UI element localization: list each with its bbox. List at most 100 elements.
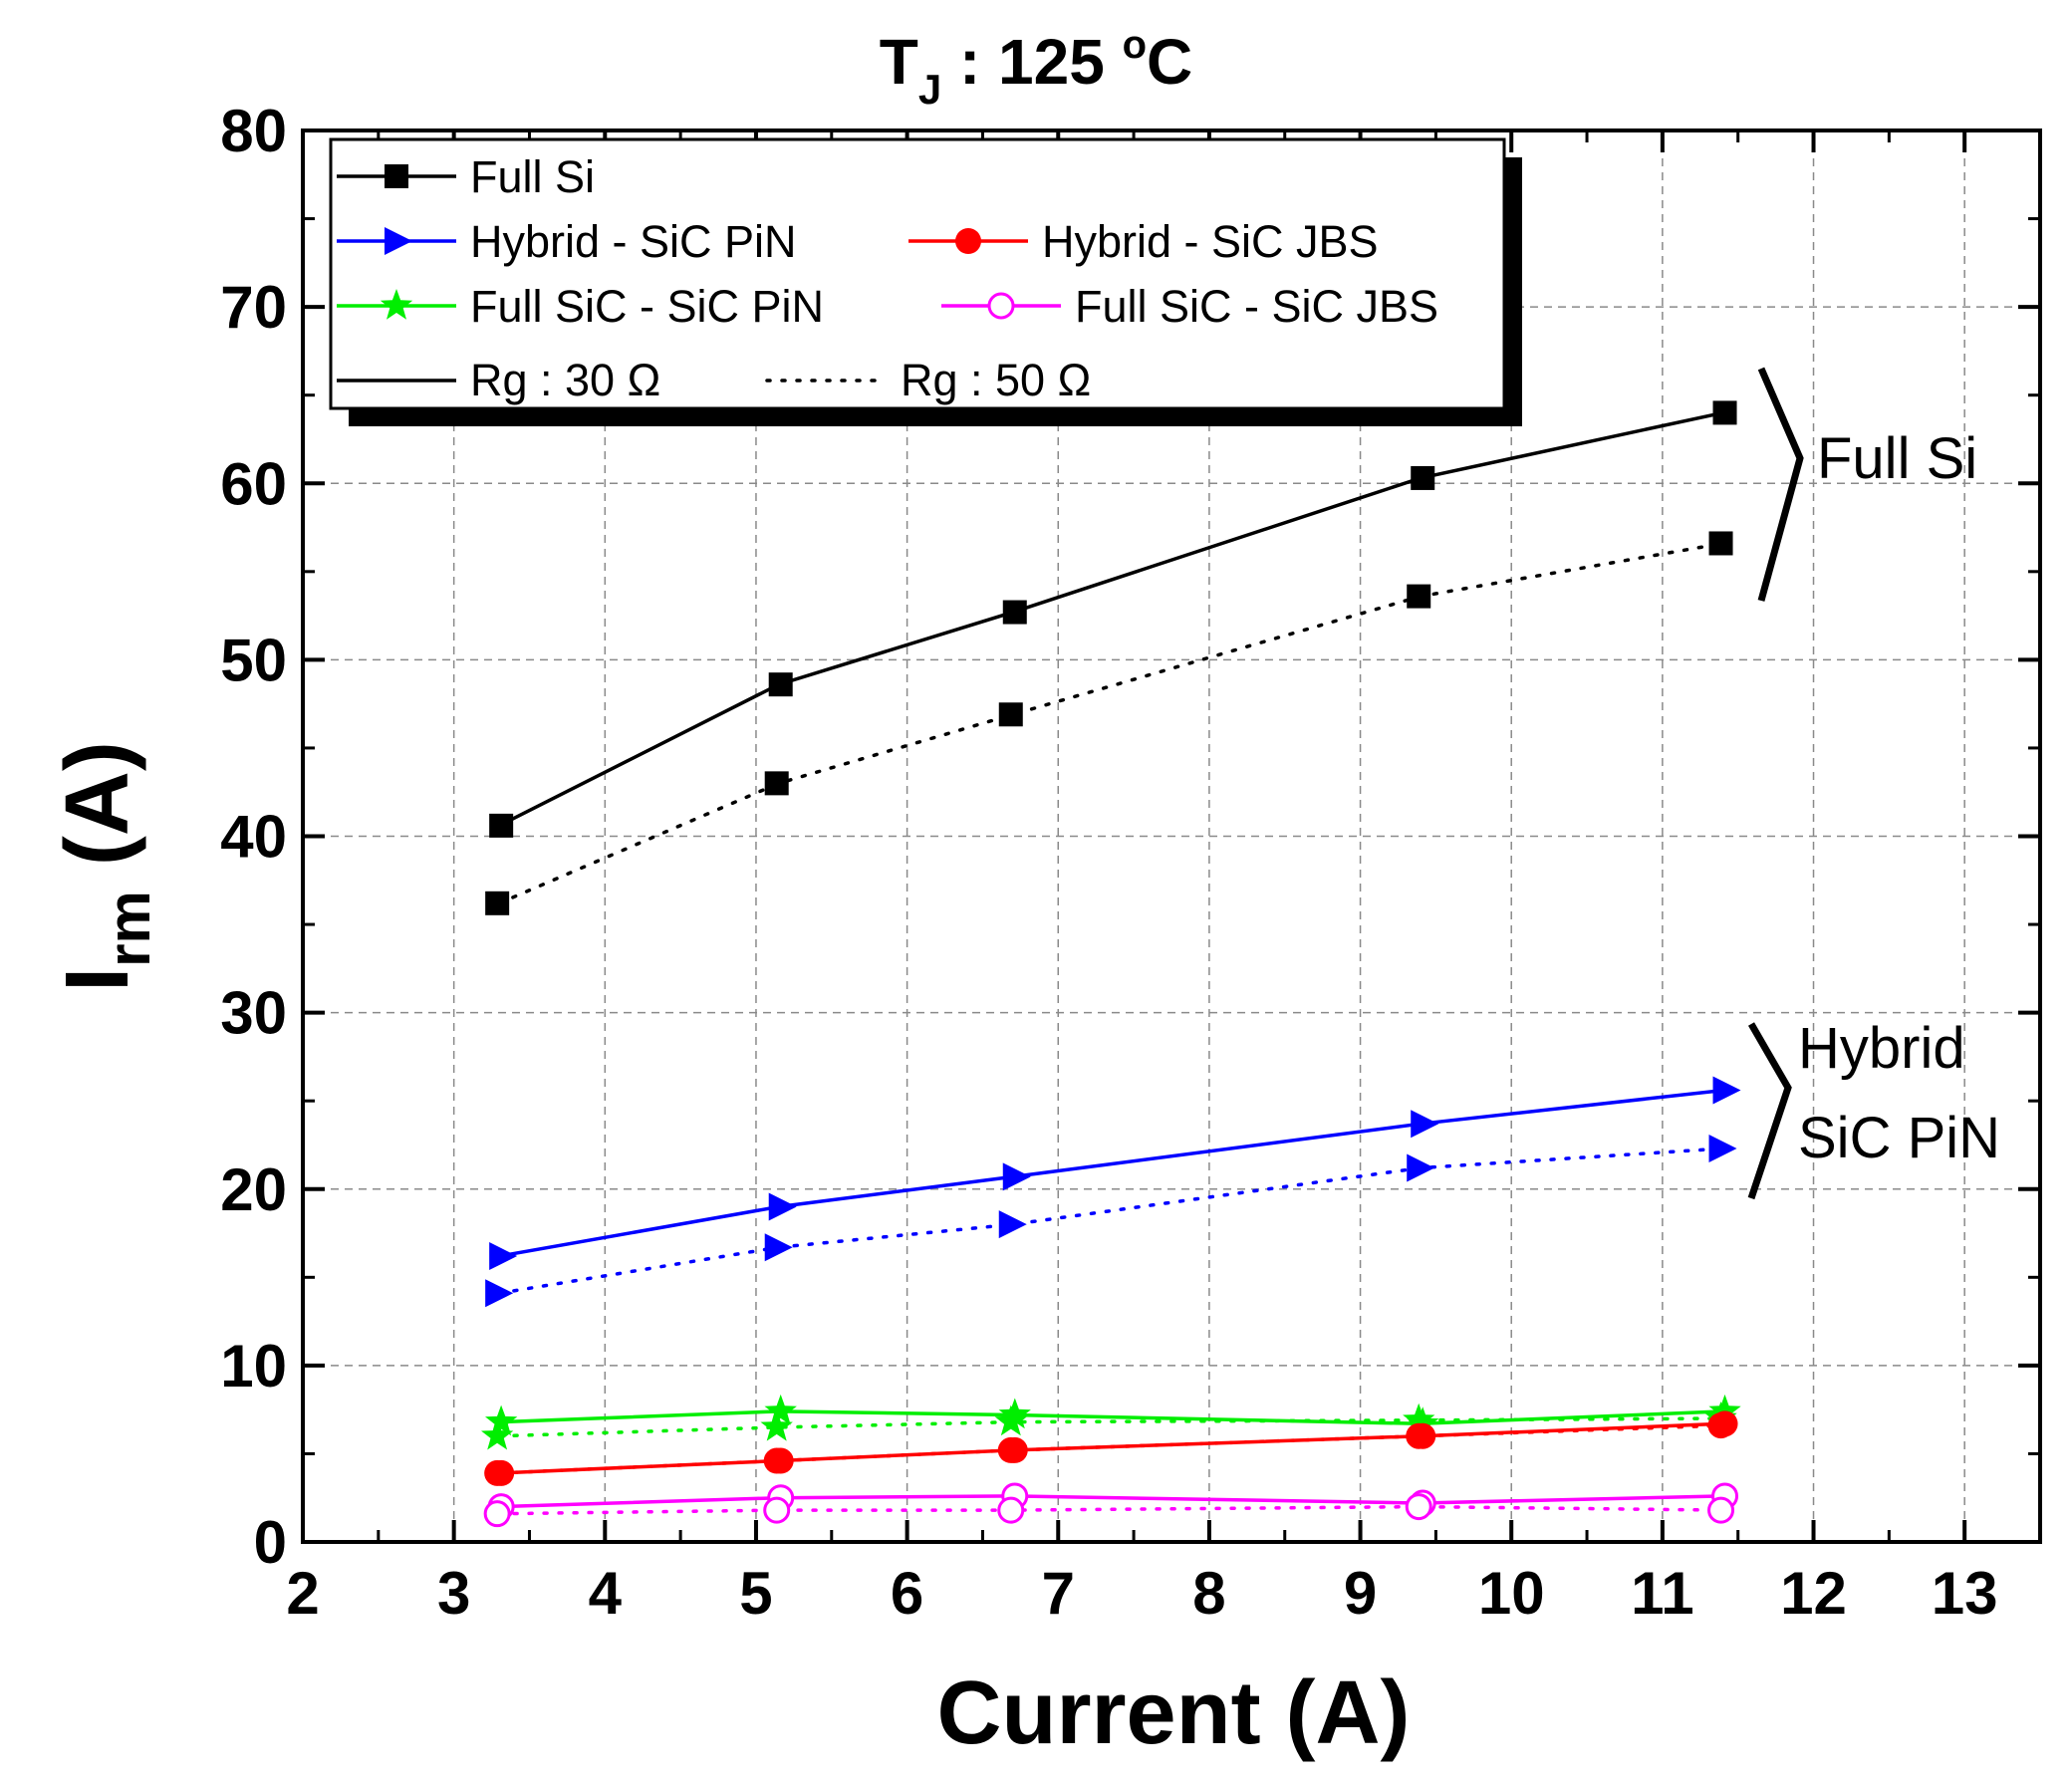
point-4-0	[485, 1404, 518, 1436]
series-8	[487, 1482, 1739, 1521]
point-2-2	[1002, 1162, 1031, 1191]
series-1	[485, 531, 1733, 915]
series-line-5	[497, 1416, 1725, 1438]
point-5-0	[481, 1418, 514, 1450]
point-1-1	[764, 771, 789, 796]
legend-entry-3: Full SiC - SiC PiN	[337, 281, 824, 332]
title-sub: J	[918, 66, 941, 113]
point-7-4	[1707, 1412, 1734, 1439]
series-0	[489, 400, 1737, 838]
point-9-3	[1405, 1493, 1432, 1521]
point-0-4	[1712, 400, 1737, 425]
hybrid-annotation-line2: SiC PiN	[1798, 1106, 2000, 1170]
series-line-8	[499, 1494, 1723, 1509]
legend-rg50-label: Rg : 50 Ω	[901, 355, 1091, 405]
legend-label-0: Full Si	[470, 151, 595, 202]
series-5	[481, 1402, 1737, 1450]
x-tick-label-9: 9	[1344, 1560, 1377, 1627]
series-line-9	[497, 1504, 1725, 1516]
point-0-2	[1002, 600, 1027, 625]
full-si-annotation: Full Si	[1817, 426, 1977, 491]
point-7-0	[484, 1459, 511, 1486]
x-tick-label-11: 11	[1631, 1560, 1693, 1627]
hybrid-bracket	[1747, 1022, 1792, 1200]
chart-title: TJ : 125 oC	[880, 23, 1193, 113]
title-deg: o	[1123, 23, 1147, 67]
point-3-2	[998, 1210, 1027, 1239]
legend-entries: Full Si Hybrid - SiC PiN Hybrid - SiC JBS F…	[337, 151, 1438, 332]
title-rest: : 125	[941, 26, 1122, 98]
point-1-3	[1407, 584, 1431, 609]
point-2-4	[1712, 1076, 1741, 1105]
x-tick-label-3: 3	[437, 1560, 470, 1627]
ticks: 2 3 4 5 6 7 8 9 10 11 12 13 0 10 20 30 40 50 60 70 80	[220, 98, 2040, 1627]
legend-marker-1	[385, 227, 412, 255]
point-7-2	[997, 1436, 1024, 1463]
point-4-4	[1708, 1394, 1741, 1425]
point-9-2	[997, 1496, 1025, 1524]
y-tick-label-40: 40	[220, 804, 287, 871]
y-tick-label-0: 0	[254, 1509, 287, 1576]
point-2-3	[1411, 1110, 1439, 1139]
point-1-2	[998, 702, 1023, 727]
legend: Full Si Hybrid - SiC PiN Hybrid - SiC JBS F…	[329, 137, 1522, 426]
point-3-1	[764, 1233, 793, 1262]
point-3-0	[485, 1279, 514, 1308]
legend-entry-0: Full Si	[337, 151, 595, 202]
point-5-3	[1403, 1403, 1435, 1434]
y-tick-label-80: 80	[220, 98, 287, 164]
legend-marker-3	[380, 289, 413, 320]
point-9-0	[483, 1500, 511, 1528]
series-9	[483, 1493, 1735, 1528]
series-line-1	[497, 541, 1725, 905]
legend-marker-4	[987, 292, 1015, 320]
title-unit: C	[1147, 26, 1192, 98]
point-7-1	[763, 1447, 790, 1474]
point-4-1	[764, 1394, 797, 1425]
full-si-bracket	[1757, 367, 1804, 602]
point-3-3	[1407, 1153, 1435, 1182]
point-5-2	[994, 1404, 1027, 1436]
point-2-1	[768, 1192, 797, 1221]
legend-marker-2	[955, 228, 981, 254]
point-7-3	[1406, 1422, 1432, 1449]
x-tick-label-4: 4	[589, 1560, 623, 1627]
x-tick-label-7: 7	[1042, 1560, 1075, 1627]
x-tick-label-10: 10	[1478, 1560, 1545, 1627]
point-1-0	[485, 891, 510, 915]
series-line-2	[498, 1088, 1723, 1258]
y-tick-label-50: 50	[220, 627, 287, 693]
hybrid-annotation-line1: Hybrid	[1798, 1016, 1965, 1081]
x-tick-label-13: 13	[1932, 1560, 1998, 1627]
ylabel-rest: (A)	[48, 741, 147, 891]
point-0-1	[768, 672, 793, 697]
ylabel-sub: rm	[96, 891, 162, 967]
ylabel-main: I	[48, 967, 147, 992]
y-axis-label: Irm (A)	[48, 741, 162, 992]
series-7	[484, 1412, 1734, 1486]
series-2	[489, 1076, 1741, 1271]
y-tick-label-10: 10	[220, 1333, 287, 1400]
x-tick-label-5: 5	[739, 1560, 772, 1627]
y-tick-label-20: 20	[220, 1156, 287, 1223]
legend-label-4: Full SiC - SiC JBS	[1075, 281, 1438, 332]
point-0-3	[1411, 465, 1435, 490]
legend-entry-1: Hybrid - SiC PiN	[337, 216, 797, 267]
x-tick-label-12: 12	[1780, 1560, 1847, 1627]
point-9-4	[1707, 1496, 1735, 1524]
point-1-4	[1708, 531, 1733, 556]
point-9-1	[763, 1496, 791, 1524]
x-tick-label-6: 6	[891, 1560, 923, 1627]
grid	[303, 130, 2040, 1542]
legend-marker-0	[385, 164, 408, 188]
y-tick-label-70: 70	[220, 274, 287, 341]
title-main: T	[880, 26, 918, 98]
x-tick-label-2: 2	[286, 1560, 319, 1627]
legend-rg30-label: Rg : 30 Ω	[470, 355, 660, 405]
x-tick-label-8: 8	[1192, 1560, 1225, 1627]
legend-box	[329, 137, 1506, 410]
x-axis-label: Current (A)	[937, 1663, 1411, 1763]
point-4-2	[998, 1398, 1031, 1429]
series-line-0	[498, 410, 1723, 828]
legend-label-2: Hybrid - SiC JBS	[1042, 216, 1379, 267]
